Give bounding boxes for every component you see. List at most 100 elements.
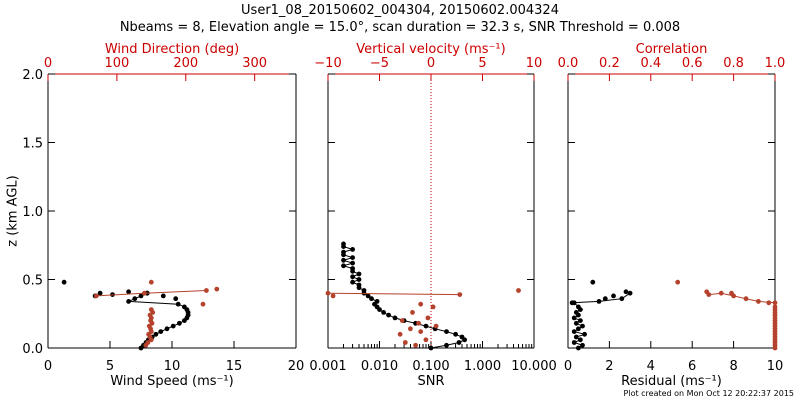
data-point: [430, 304, 436, 310]
data-point: [772, 304, 778, 310]
x-tick-label: 2: [605, 359, 613, 374]
x-tick-label: 4: [647, 359, 655, 374]
panel-3: 0 2 4 6 8 10 Residual (ms⁻¹) 0.0 0.2 0.4 0.6 0.8 1.0…: [558, 42, 786, 389]
data-point: [573, 310, 579, 315]
data-point: [158, 329, 164, 334]
y-tick-label: 0.5: [22, 274, 43, 289]
x-tick-label: 6: [688, 359, 696, 374]
data-point: [173, 296, 179, 302]
top-axis-label: Vertical velocity (ms⁻¹): [356, 42, 505, 57]
data-point: [365, 293, 371, 299]
data-point: [392, 315, 398, 321]
y-tick-label: 2.0: [22, 68, 43, 83]
data-point: [214, 286, 220, 292]
x-tick-label: 0: [564, 359, 572, 374]
data-point: [772, 300, 778, 306]
data-point: [408, 326, 413, 332]
panel-2: 0.001 0.010 0.100 1.000 10.000 SNR −10 −5 0 5 10 Ve…: [309, 42, 556, 389]
top-axis-label: Correlation: [636, 42, 708, 57]
data-point: [718, 290, 724, 296]
panel-1: 0 5 10 15 20 Wind Speed (ms⁻¹) 0 100 200 300Wind …: [6, 42, 305, 389]
data-point: [619, 296, 625, 302]
data-point: [611, 293, 616, 299]
x-axis-label: Residual (ms⁻¹): [621, 374, 722, 389]
data-point: [175, 301, 181, 307]
data-point: [177, 320, 182, 326]
data-point: [204, 288, 209, 293]
series-4: [330, 288, 521, 299]
data-point: [361, 288, 367, 293]
data-point: [582, 331, 587, 337]
data-point: [418, 329, 424, 334]
data-point: [704, 289, 710, 295]
data-point: [573, 334, 579, 340]
x-tick-label: 0.001: [309, 359, 346, 374]
data-point: [729, 290, 734, 296]
data-point: [350, 247, 355, 252]
data-point: [573, 320, 579, 326]
plot-credit: Plot created on Mon Oct 12 20:22:37 2015: [623, 389, 794, 398]
data-point: [145, 340, 151, 345]
data-point: [138, 293, 144, 299]
y-tick-label: 1.5: [22, 137, 43, 152]
data-point: [341, 241, 346, 247]
x-axis-label: SNR: [417, 374, 444, 389]
data-point: [571, 315, 577, 321]
data-point: [433, 323, 439, 329]
data-point: [356, 277, 362, 282]
data-point: [397, 331, 403, 337]
data-point: [341, 249, 346, 255]
data-point: [418, 301, 424, 307]
data-point: [369, 296, 374, 302]
x-tick-label: 0.010: [361, 359, 398, 374]
data-point: [596, 299, 602, 304]
data-point: [423, 323, 429, 329]
data-point: [153, 331, 159, 337]
series-1: [341, 241, 467, 351]
data-point: [142, 290, 147, 296]
x-tick-label: 5: [106, 359, 114, 374]
data-point: [126, 299, 131, 304]
data-point: [675, 279, 681, 285]
data-point: [453, 331, 458, 337]
data-point: [756, 299, 761, 304]
data-point: [413, 342, 418, 348]
top-axis-label: Wind Direction (deg): [105, 42, 239, 57]
data-point: [576, 345, 581, 351]
data-point: [571, 340, 577, 345]
data-point: [350, 255, 355, 260]
top-tick-label: 100: [104, 56, 129, 71]
data-point: [93, 293, 99, 299]
data-point: [457, 292, 463, 297]
data-point: [576, 304, 581, 310]
data-point: [97, 290, 103, 296]
data-point: [425, 315, 431, 321]
data-point: [580, 342, 585, 348]
data-point: [132, 296, 138, 302]
series-2: [397, 301, 439, 348]
top-tick-label: 0.2: [599, 56, 620, 71]
data-point: [602, 296, 608, 302]
series-2: [61, 279, 179, 302]
data-point: [456, 340, 462, 345]
top-tick-label: 1.0: [765, 56, 786, 71]
data-point: [410, 310, 415, 315]
x-tick-label: 0.100: [412, 359, 449, 374]
data-point: [200, 301, 206, 307]
data-point: [766, 300, 772, 306]
y-axis-label: z (km AGL): [6, 175, 21, 246]
data-point: [578, 337, 583, 343]
data-point: [148, 279, 154, 285]
data-point: [590, 279, 596, 285]
data-point: [61, 279, 67, 285]
top-tick-label: 0.4: [640, 56, 661, 71]
series-4: [772, 304, 778, 351]
data-point: [623, 289, 629, 295]
series-line: [572, 292, 631, 304]
series-5: [706, 290, 778, 306]
x-tick-label: 10: [164, 359, 181, 374]
data-point: [350, 266, 355, 271]
x-axis-label: Wind Speed (ms⁻¹): [110, 374, 233, 389]
x-tick-label: 20: [288, 359, 305, 374]
